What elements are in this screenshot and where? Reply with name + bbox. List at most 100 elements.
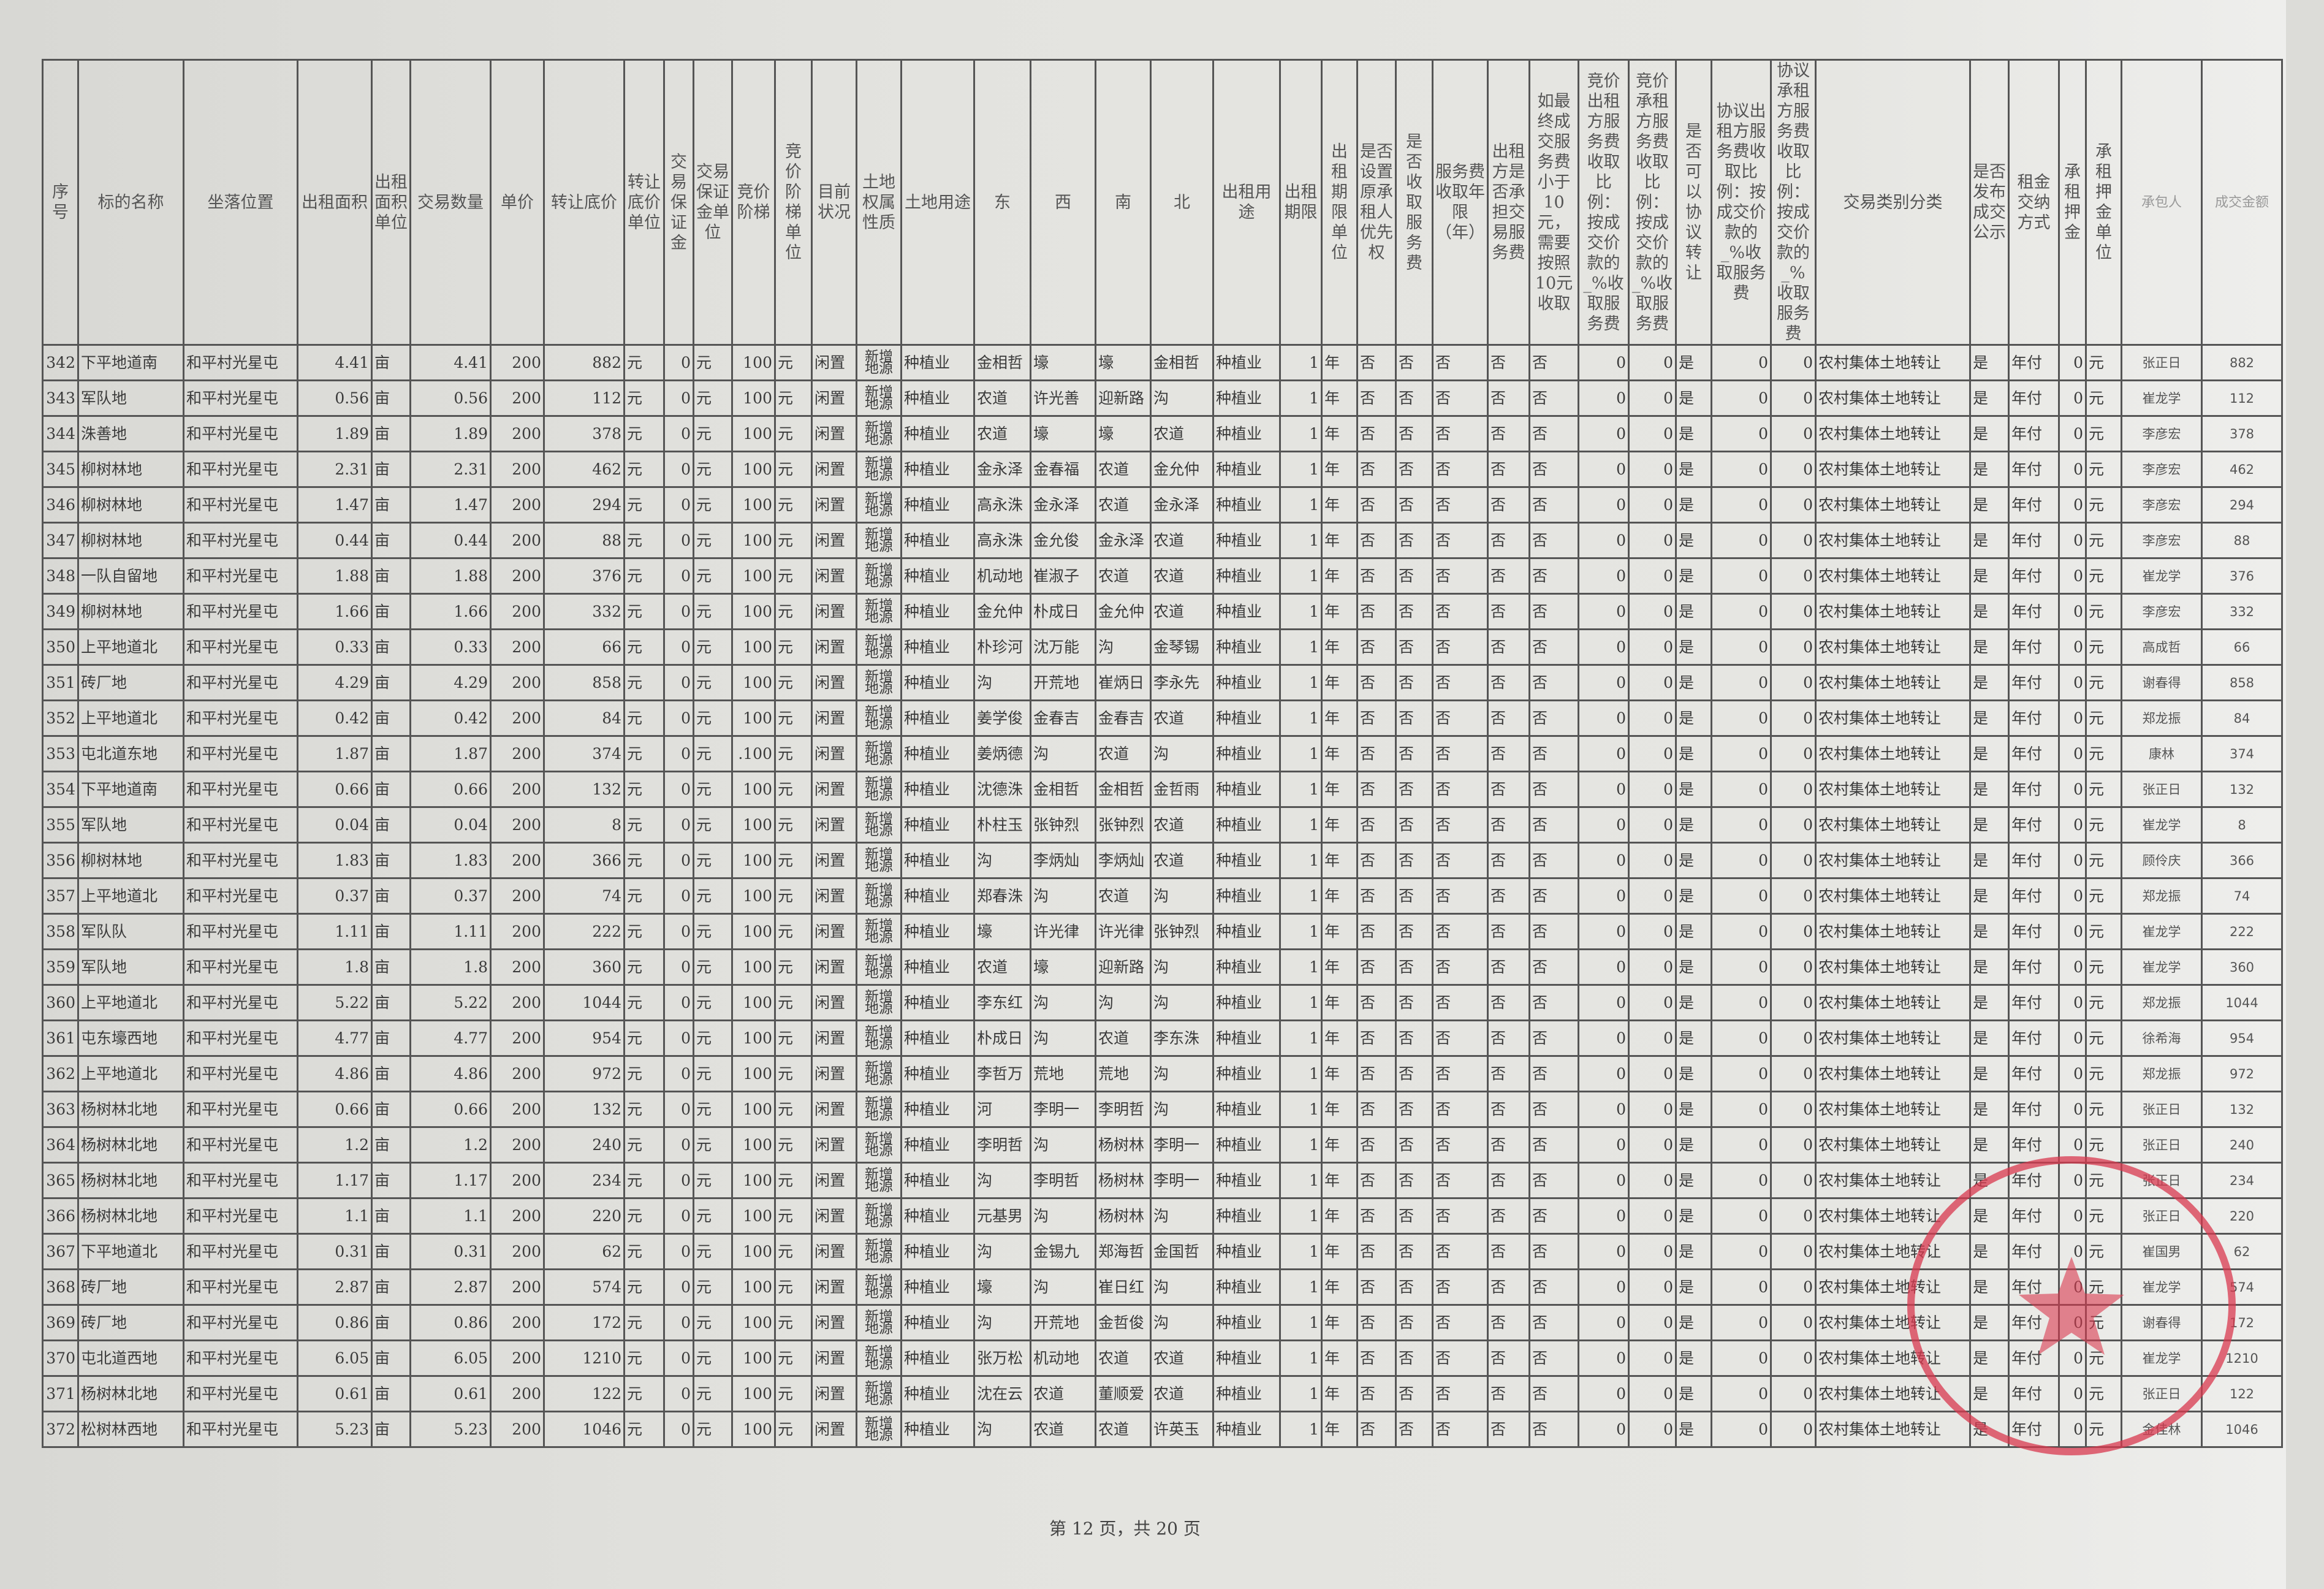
table-cell: 闲置 bbox=[811, 913, 857, 950]
table-cell: 元 bbox=[623, 415, 665, 452]
table-cell: 200 bbox=[490, 522, 545, 559]
table-cell: 1 bbox=[1279, 451, 1323, 488]
column-header: 竞价阶梯 bbox=[731, 59, 776, 346]
table-cell: 0 bbox=[1770, 557, 1817, 595]
table-cell: 否 bbox=[1356, 877, 1397, 915]
table-cell: 0 bbox=[1578, 1268, 1630, 1306]
table-cell: 年付 bbox=[2008, 628, 2060, 666]
table-cell: 金春吉 bbox=[1095, 699, 1152, 737]
table-cell: 132 bbox=[2201, 1091, 2283, 1128]
table-cell: 亩 bbox=[371, 1197, 411, 1235]
table-cell: 闲置 bbox=[811, 806, 857, 844]
table-cell: 0 bbox=[1578, 664, 1630, 701]
table-cell: 元 bbox=[2085, 344, 2122, 381]
table-cell: 年付 bbox=[2008, 1339, 2060, 1377]
table-cell: 金允仲 bbox=[1095, 593, 1152, 630]
table-cell: 元 bbox=[774, 699, 813, 737]
table-cell: 和平村光星屯 bbox=[183, 948, 298, 986]
table-cell: 0 bbox=[663, 1375, 694, 1412]
table-cell: 闲置 bbox=[811, 877, 857, 915]
table-cell: 农道 bbox=[1150, 522, 1214, 559]
table-cell: 否 bbox=[1432, 1233, 1489, 1270]
table-cell: 农道 bbox=[1150, 593, 1214, 630]
table-cell: 沈在云 bbox=[973, 1375, 1031, 1412]
table-cell: 否 bbox=[1432, 522, 1489, 559]
table-cell: 年 bbox=[1321, 913, 1358, 950]
table-cell: 0 bbox=[1628, 557, 1677, 595]
table-cell: 种植业 bbox=[900, 557, 975, 595]
table-cell: 0 bbox=[1711, 451, 1772, 488]
table-cell: 亩 bbox=[371, 806, 411, 844]
table-cell: 金永泽 bbox=[1095, 522, 1152, 559]
table-row: 356 柳树林地 和平村光星屯 1.83 亩 1.83 200 366 元 0 元 100 元闲置 新增地… bbox=[42, 842, 2283, 879]
table-cell: 壕 bbox=[1095, 415, 1152, 452]
table-cell: 0 bbox=[1628, 628, 1677, 666]
table-cell: 220 bbox=[543, 1197, 625, 1235]
table-cell: 砖厂地 bbox=[77, 664, 184, 701]
table-row: 362 上平地道北 和平村光星屯 4.86 亩 4.86 200 972 元 0 元 100 元闲置 新增… bbox=[42, 1055, 2283, 1092]
table-cell: 种植业 bbox=[900, 664, 975, 701]
table-cell: 壕 bbox=[973, 913, 1031, 950]
table-cell: 否 bbox=[1395, 522, 1434, 559]
table-cell: 高永洙 bbox=[973, 522, 1031, 559]
table-cell: 元 bbox=[693, 522, 733, 559]
table-cell: 1 bbox=[1279, 806, 1323, 844]
table-cell: 0 bbox=[1711, 628, 1772, 666]
table-cell: 否 bbox=[1395, 1268, 1434, 1306]
table-cell: 0 bbox=[1628, 1126, 1677, 1164]
table-cell: 元 bbox=[693, 877, 733, 915]
table-cell: 元 bbox=[693, 1162, 733, 1199]
table-cell: 元 bbox=[2085, 557, 2122, 595]
table-cell: 200 bbox=[490, 1411, 545, 1448]
table-cell: 否 bbox=[1528, 664, 1579, 701]
table-cell: 200 bbox=[490, 913, 545, 950]
table-cell: 349 bbox=[42, 593, 79, 630]
table-cell: 361 bbox=[42, 1019, 79, 1057]
table-cell: 元 bbox=[623, 379, 665, 417]
table-cell: 0 bbox=[2058, 1197, 2087, 1235]
table-cell: 元 bbox=[693, 1091, 733, 1128]
column-header: 协议承租方服务费收取比例：按成交价款的_%收取服务费 bbox=[1770, 59, 1817, 346]
table-cell: 350 bbox=[42, 628, 79, 666]
table-cell: 132 bbox=[543, 1091, 625, 1128]
table-cell: 崔龙学 bbox=[2121, 379, 2203, 417]
table-cell: 0 bbox=[1628, 735, 1677, 772]
table-cell: 100 bbox=[731, 344, 776, 381]
table-cell: 1 bbox=[1279, 344, 1323, 381]
table-cell: 种植业 bbox=[1212, 1411, 1281, 1448]
table-cell: 是 bbox=[1969, 1019, 2010, 1057]
table-cell: 4.29 bbox=[409, 664, 492, 701]
table-cell: 0 bbox=[1578, 1304, 1630, 1341]
table-cell: 种植业 bbox=[900, 1055, 975, 1092]
table-cell: 234 bbox=[2201, 1162, 2283, 1199]
table-cell: 元 bbox=[2085, 771, 2122, 808]
table-cell: 0 bbox=[1628, 1304, 1677, 1341]
table-cell: 和平村光星屯 bbox=[183, 1375, 298, 1412]
table-cell: 种植业 bbox=[1212, 1304, 1281, 1341]
table-cell: 新增地源 bbox=[856, 1411, 902, 1448]
table-cell: 种植业 bbox=[900, 806, 975, 844]
table-cell: 闲置 bbox=[811, 344, 857, 381]
table-cell: 0 bbox=[2058, 1411, 2087, 1448]
table-cell: 新增地源 bbox=[856, 415, 902, 452]
table-cell: 沟 bbox=[973, 1233, 1031, 1270]
table-cell: 否 bbox=[1356, 522, 1397, 559]
table-cell: 张正日 bbox=[2121, 1126, 2203, 1164]
table-cell: 元 bbox=[623, 1233, 665, 1270]
table-cell: 亩 bbox=[371, 842, 411, 879]
table-cell: 1 bbox=[1279, 415, 1323, 452]
table-cell: 元 bbox=[623, 1339, 665, 1377]
table-cell: 农村集体土地转让 bbox=[1815, 1268, 1971, 1306]
table-cell: 是 bbox=[1969, 1268, 2010, 1306]
table-cell: 否 bbox=[1395, 1162, 1434, 1199]
table-cell: 否 bbox=[1487, 771, 1530, 808]
table-cell: 种植业 bbox=[1212, 1055, 1281, 1092]
table-cell: 农村集体土地转让 bbox=[1815, 1197, 1971, 1235]
table-row: 366 杨树林北地 和平村光星屯 1.1 亩 1.1 200 220 元 0 元 100 元闲置 新增地源… bbox=[42, 1197, 2283, 1235]
table-cell: 100 bbox=[731, 522, 776, 559]
table-cell: 元 bbox=[623, 1019, 665, 1057]
table-cell: 否 bbox=[1487, 557, 1530, 595]
table-cell: 1.87 bbox=[297, 735, 373, 772]
table-cell: 否 bbox=[1528, 1126, 1579, 1164]
table-cell: 1.2 bbox=[297, 1126, 373, 1164]
